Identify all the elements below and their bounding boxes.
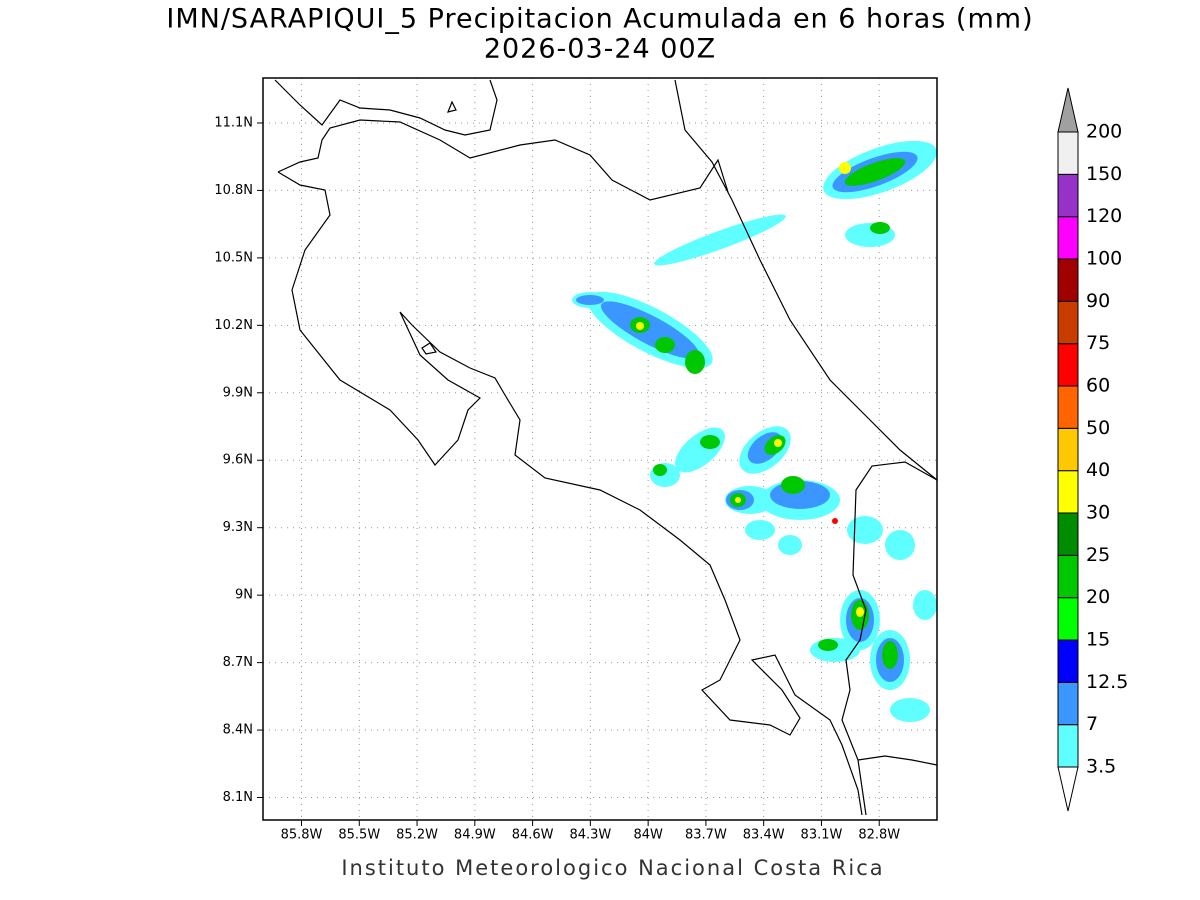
colorbar-box — [1057, 216, 1079, 260]
lat-tick-label: 9.9N — [223, 385, 253, 400]
colorbar-label: 7 — [1086, 713, 1098, 735]
lat-tick-label: 11.1N — [214, 115, 253, 130]
colorbar-label: 200 — [1086, 121, 1122, 143]
colorbar-box — [1057, 724, 1079, 768]
subtitle: 2026-03-24 00Z — [484, 34, 716, 65]
lon-tick-label: 84W — [633, 828, 663, 843]
lat-tick-label: 8.4N — [223, 723, 253, 738]
colorbar-box — [1057, 470, 1079, 514]
colorbar-box — [1057, 131, 1079, 175]
lon-tick-label: 83.4W — [743, 828, 785, 843]
lat-tick-label: 9.6N — [223, 453, 253, 468]
lat-tick-label: 10.8N — [214, 183, 253, 198]
lat-tick-label: 8.7N — [223, 655, 253, 670]
lon-tick-label: 83.1W — [801, 828, 843, 843]
precipitation-field — [572, 140, 937, 722]
lon-tick-label: 84.3W — [569, 828, 611, 843]
colorbar-box — [1057, 343, 1079, 387]
colorbar-label: 100 — [1086, 248, 1122, 270]
colorbar-label: 15 — [1086, 629, 1110, 651]
map-frame — [262, 77, 938, 821]
lat-tick-label: 9N — [235, 588, 253, 603]
lon-tick-label: 85.2W — [396, 828, 438, 843]
colorbar-label: 60 — [1086, 375, 1110, 397]
lat-tick-label: 8.1N — [223, 790, 253, 805]
colorbar-label: 75 — [1086, 332, 1110, 354]
colorbar-label: 25 — [1086, 544, 1110, 566]
colorbar: 3.5 7 12.5 15 20 25 30 40 50 60 75 90 100 120 150 200 — [1057, 87, 1128, 812]
lat-tick-label: 10.2N — [214, 318, 253, 333]
lon-tick-label: 85.5W — [338, 828, 380, 843]
lon-tick-label: 85.8W — [281, 828, 323, 843]
lon-tick-label: 82.8W — [858, 828, 900, 843]
axis-ticks: 85.8W 85.5W 85.2W 84.9W 84.6W 84.3W 84W 83.7W 83… — [214, 115, 900, 842]
footer: Instituto Meteorologico Nacional Costa R… — [341, 856, 884, 880]
colorbar-label: 40 — [1086, 459, 1110, 481]
lon-tick-label: 84.9W — [454, 828, 496, 843]
coastlines — [274, 79, 938, 816]
colorbar-box — [1057, 681, 1079, 726]
colorbar-box — [1057, 639, 1079, 683]
lat-tick-label: 9.3N — [223, 520, 253, 535]
lon-tick-label: 83.7W — [685, 828, 727, 843]
colorbar-label: 20 — [1086, 586, 1110, 608]
colorbar-box — [1057, 300, 1079, 345]
colorbar-box — [1057, 173, 1079, 218]
colorbar-label: 3.5 — [1086, 756, 1116, 778]
colorbar-label: 12.5 — [1086, 671, 1128, 693]
colorbar-box — [1057, 427, 1079, 472]
colorbar-box — [1057, 554, 1079, 599]
colorbar-box — [1057, 385, 1079, 429]
colorbar-label: 150 — [1086, 163, 1122, 185]
colorbar-label: 30 — [1086, 502, 1110, 524]
colorbar-box — [1057, 512, 1079, 556]
grid — [263, 78, 937, 820]
colorbar-box — [1057, 258, 1079, 302]
colorbar-label: 120 — [1086, 205, 1122, 227]
lon-tick-label: 84.6W — [512, 828, 554, 843]
lat-tick-label: 10.5N — [214, 250, 253, 265]
colorbar-label: 50 — [1086, 417, 1110, 439]
title: IMN/SARAPIQUI_5 Precipitacion Acumulada … — [166, 4, 1033, 35]
colorbar-box — [1057, 597, 1079, 641]
colorbar-label: 90 — [1086, 290, 1110, 312]
colorbar-under — [1057, 766, 1079, 812]
colorbar-over — [1057, 87, 1079, 133]
